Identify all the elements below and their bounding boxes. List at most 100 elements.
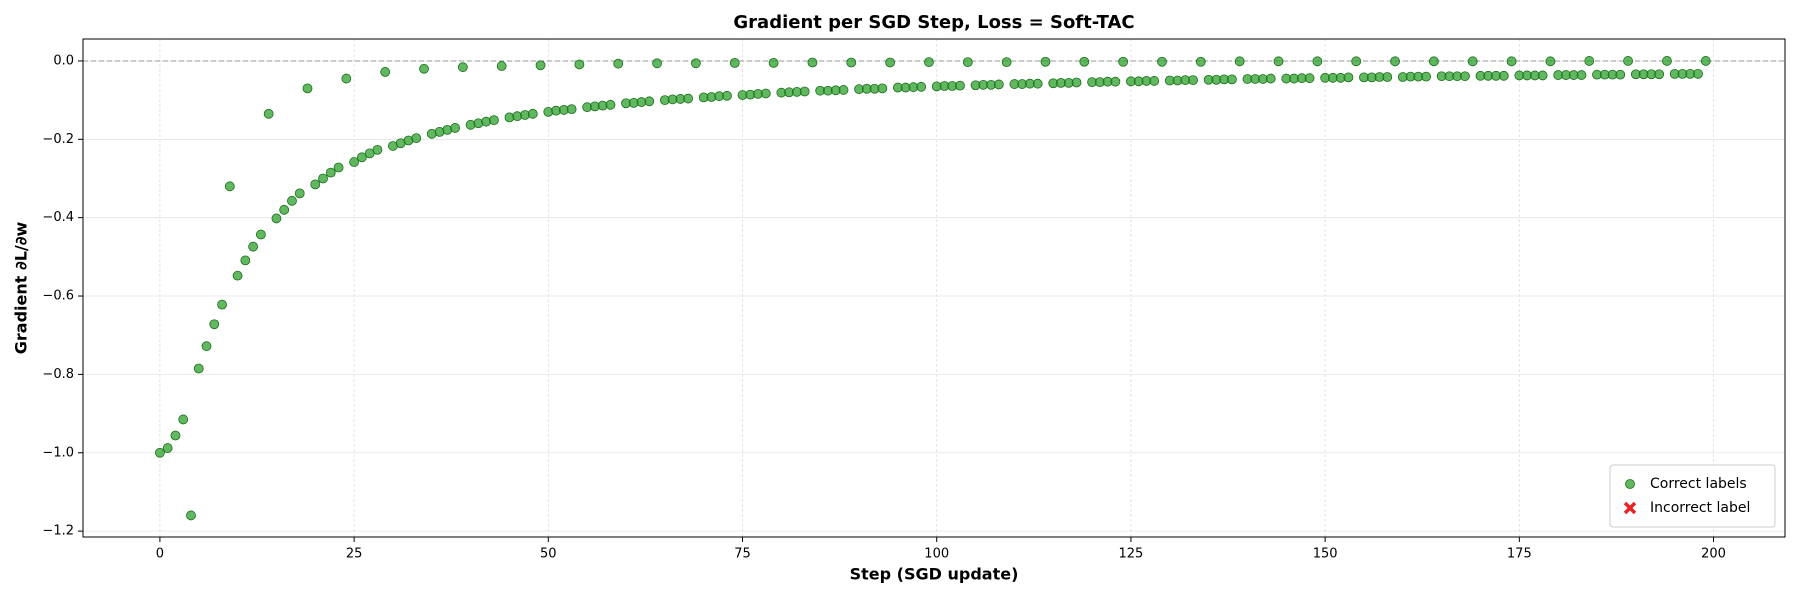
point — [1584, 56, 1595, 66]
point — [255, 229, 266, 240]
point — [193, 363, 204, 374]
point — [1110, 76, 1121, 87]
x-axis-label: Step (SGD update) — [850, 565, 1019, 584]
point — [1071, 77, 1082, 88]
point — [1157, 56, 1167, 67]
point — [605, 99, 616, 110]
point — [962, 57, 973, 68]
point — [1460, 71, 1470, 82]
point — [155, 447, 165, 458]
point — [1498, 70, 1509, 81]
chart-title: Gradient per SGD Step, Loss = Soft-TAC — [733, 12, 1134, 33]
y-tick-label: −0.2 — [42, 132, 74, 147]
x-tick-label: 25 — [346, 547, 363, 562]
point — [201, 341, 212, 352]
y-tick-label: −0.6 — [42, 289, 74, 304]
point — [279, 204, 290, 215]
point — [729, 58, 740, 68]
point — [1700, 56, 1711, 66]
point — [527, 108, 538, 119]
point — [799, 86, 810, 97]
point — [294, 188, 305, 199]
point — [1390, 56, 1400, 67]
point — [341, 73, 352, 84]
point — [450, 123, 460, 133]
point — [302, 83, 313, 94]
point — [496, 61, 507, 71]
point — [955, 80, 965, 91]
point — [924, 57, 934, 68]
legend-label: Incorrect label — [1650, 500, 1750, 516]
plot-frame — [82, 38, 1786, 538]
point — [613, 58, 624, 69]
point — [993, 79, 1004, 90]
point — [1623, 56, 1633, 66]
point — [411, 133, 422, 144]
x-tick-label: 175 — [1507, 547, 1532, 562]
point — [1273, 56, 1284, 67]
point — [1382, 72, 1393, 82]
point — [1195, 56, 1206, 67]
point — [1351, 56, 1362, 67]
point — [1693, 68, 1703, 79]
point — [644, 96, 655, 107]
point — [356, 152, 367, 163]
point — [380, 67, 391, 77]
legend-marker — [1623, 501, 1637, 515]
y-tick-label: 0.0 — [53, 53, 74, 68]
point — [1265, 73, 1276, 84]
point — [1079, 56, 1090, 67]
point — [846, 57, 857, 68]
legend-label: Correct labels — [1650, 476, 1747, 492]
point — [372, 144, 383, 155]
x-tick-label: 0 — [156, 547, 164, 562]
point — [760, 88, 771, 99]
point — [1428, 56, 1439, 67]
point — [271, 213, 282, 224]
point — [240, 255, 251, 266]
point — [318, 173, 328, 184]
point — [325, 167, 336, 178]
point — [768, 58, 779, 68]
point — [916, 81, 927, 92]
point — [1506, 56, 1517, 67]
point — [209, 319, 220, 330]
point — [170, 430, 181, 441]
point — [1421, 71, 1432, 82]
point — [535, 60, 546, 71]
point — [1032, 78, 1043, 89]
point — [1312, 56, 1323, 67]
point — [263, 108, 274, 119]
x-marker-stroke — [1623, 501, 1637, 515]
x-tick-label: 100 — [924, 547, 949, 562]
point — [1188, 75, 1198, 86]
point — [232, 270, 243, 281]
point — [1118, 56, 1129, 67]
point — [1576, 70, 1587, 80]
legend-marker — [1625, 479, 1635, 489]
x-tick-label: 125 — [1119, 547, 1144, 562]
y-axis-label: Gradient ∂L/∂w — [12, 222, 31, 355]
y-tick-label: −0.4 — [42, 210, 74, 225]
point — [1467, 56, 1478, 67]
x-tick-label: 75 — [734, 547, 751, 562]
point — [178, 414, 189, 425]
point — [877, 83, 888, 94]
point — [457, 62, 468, 73]
point — [807, 57, 818, 68]
x-tick-label: 150 — [1313, 547, 1338, 562]
point — [162, 443, 173, 453]
point — [419, 63, 429, 74]
point — [1149, 76, 1160, 86]
point — [1227, 74, 1237, 85]
point — [838, 85, 849, 95]
point — [1537, 70, 1548, 81]
point — [224, 181, 235, 192]
point — [566, 104, 577, 115]
y-tick-label: −1.0 — [42, 445, 74, 460]
point — [691, 58, 701, 69]
point — [489, 115, 499, 126]
point — [1001, 57, 1012, 68]
legend-box — [1609, 464, 1776, 528]
